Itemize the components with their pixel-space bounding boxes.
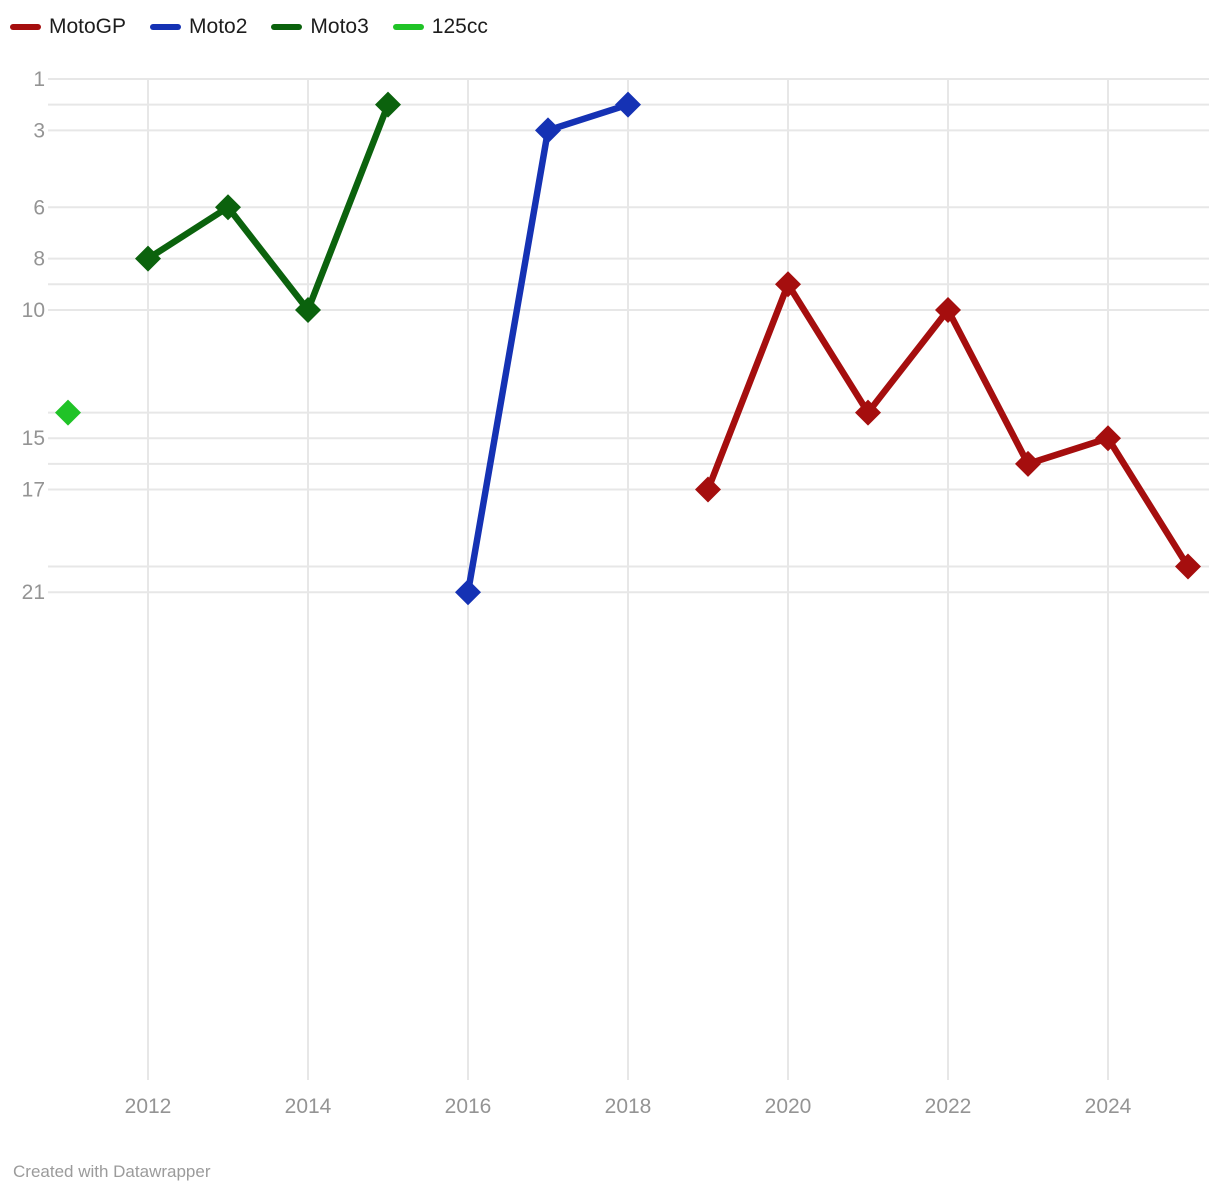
data-point-moto2[interactable]	[535, 117, 561, 144]
series-line-moto2	[464, 101, 632, 596]
legend-item-125cc: 125cc	[392, 15, 488, 38]
x-axis-tick-label: 2016	[445, 1095, 492, 1118]
data-point-motogp[interactable]	[695, 476, 721, 503]
legend-label: 125cc	[431, 15, 488, 38]
data-point-moto3[interactable]	[135, 245, 161, 272]
legend-swatch-icon	[392, 23, 424, 30]
data-point-125cc[interactable]	[55, 399, 81, 426]
x-axis-tick-label: 2022	[925, 1095, 972, 1118]
y-axis-tick-label: 3	[33, 119, 45, 142]
data-point-moto3[interactable]	[215, 194, 241, 221]
y-axis-tick-label: 1	[33, 68, 45, 91]
data-point-motogp[interactable]	[935, 296, 961, 323]
attribution: Created with Datawrapper	[13, 1162, 211, 1181]
x-axis-tick-label: 2020	[765, 1095, 812, 1118]
x-axis-tick-label: 2014	[285, 1095, 332, 1118]
legend: MotoGP Moto2 Moto3 125cc	[10, 16, 488, 37]
data-point-moto2[interactable]	[455, 579, 481, 606]
series-line-moto3	[144, 101, 392, 314]
legend-label: Moto3	[310, 15, 369, 38]
data-point-motogp[interactable]	[1095, 425, 1121, 452]
legend-item-moto3: Moto3	[271, 15, 369, 38]
data-point-motogp[interactable]	[775, 271, 801, 298]
y-axis-tick-label: 21	[22, 581, 45, 604]
data-point-motogp[interactable]	[1175, 553, 1201, 580]
x-axis-tick-label: 2024	[1085, 1095, 1132, 1118]
y-axis-tick-label: 10	[22, 299, 45, 322]
data-point-motogp[interactable]	[855, 399, 881, 426]
legend-label: Moto2	[189, 15, 248, 38]
legend-swatch-icon	[150, 23, 182, 30]
legend-item-moto2: Moto2	[150, 16, 247, 37]
y-axis-tick-label: 17	[22, 479, 45, 502]
legend-swatch-icon	[10, 23, 41, 30]
legend-item-motogp: MotoGP	[10, 16, 126, 37]
data-point-moto3[interactable]	[375, 91, 401, 118]
data-point-moto2[interactable]	[615, 91, 641, 118]
legend-swatch-icon	[271, 23, 303, 30]
legend-label: MotoGP	[49, 15, 127, 38]
y-axis-tick-label: 8	[33, 248, 45, 271]
x-axis-tick-label: 2018	[605, 1095, 652, 1118]
x-axis-tick-label: 2012	[125, 1095, 172, 1118]
y-axis-tick-label: 6	[33, 196, 45, 219]
y-axis-tick-label: 15	[22, 427, 45, 450]
data-point-moto3[interactable]	[295, 296, 321, 323]
data-point-motogp[interactable]	[1015, 450, 1041, 477]
